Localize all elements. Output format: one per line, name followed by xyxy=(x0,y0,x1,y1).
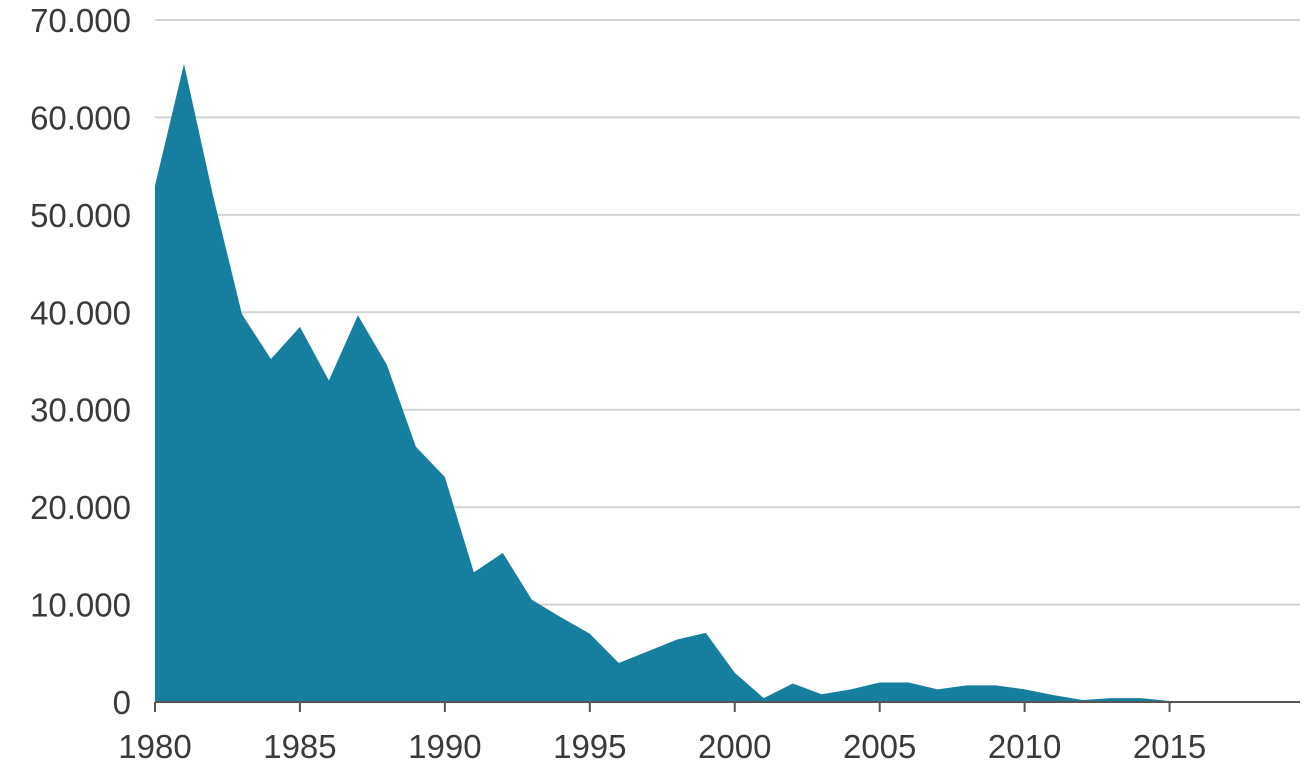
y-tick-label: 70.000 xyxy=(30,2,131,39)
x-tick-label: 1985 xyxy=(263,728,336,765)
y-tick-label: 10.000 xyxy=(30,587,131,624)
x-axis xyxy=(154,701,1300,712)
area-fill xyxy=(155,63,1286,703)
x-tick-label: 2000 xyxy=(698,728,771,765)
y-tick-label: 20.000 xyxy=(30,489,131,526)
x-tick-label: 1990 xyxy=(408,728,481,765)
area-series xyxy=(155,63,1286,703)
x-tick-label: 2005 xyxy=(843,728,916,765)
x-tick-label: 2015 xyxy=(1133,728,1206,765)
x-tick-label: 1980 xyxy=(118,728,191,765)
x-tick-label: 2010 xyxy=(988,728,1061,765)
x-axis-tick-labels: 1980 1985 1990 1995 2000 2005 2010 2015 xyxy=(118,728,1206,765)
y-tick-label: 50.000 xyxy=(30,197,131,234)
y-tick-label: 30.000 xyxy=(30,392,131,429)
y-tick-label: 0 xyxy=(113,684,131,721)
y-axis-tick-labels: 0 10.000 20.000 30.000 40.000 50.000 60.000 70.… xyxy=(30,2,131,721)
x-tick-label: 1995 xyxy=(553,728,626,765)
y-tick-label: 60.000 xyxy=(30,99,131,136)
y-tick-label: 40.000 xyxy=(30,294,131,331)
